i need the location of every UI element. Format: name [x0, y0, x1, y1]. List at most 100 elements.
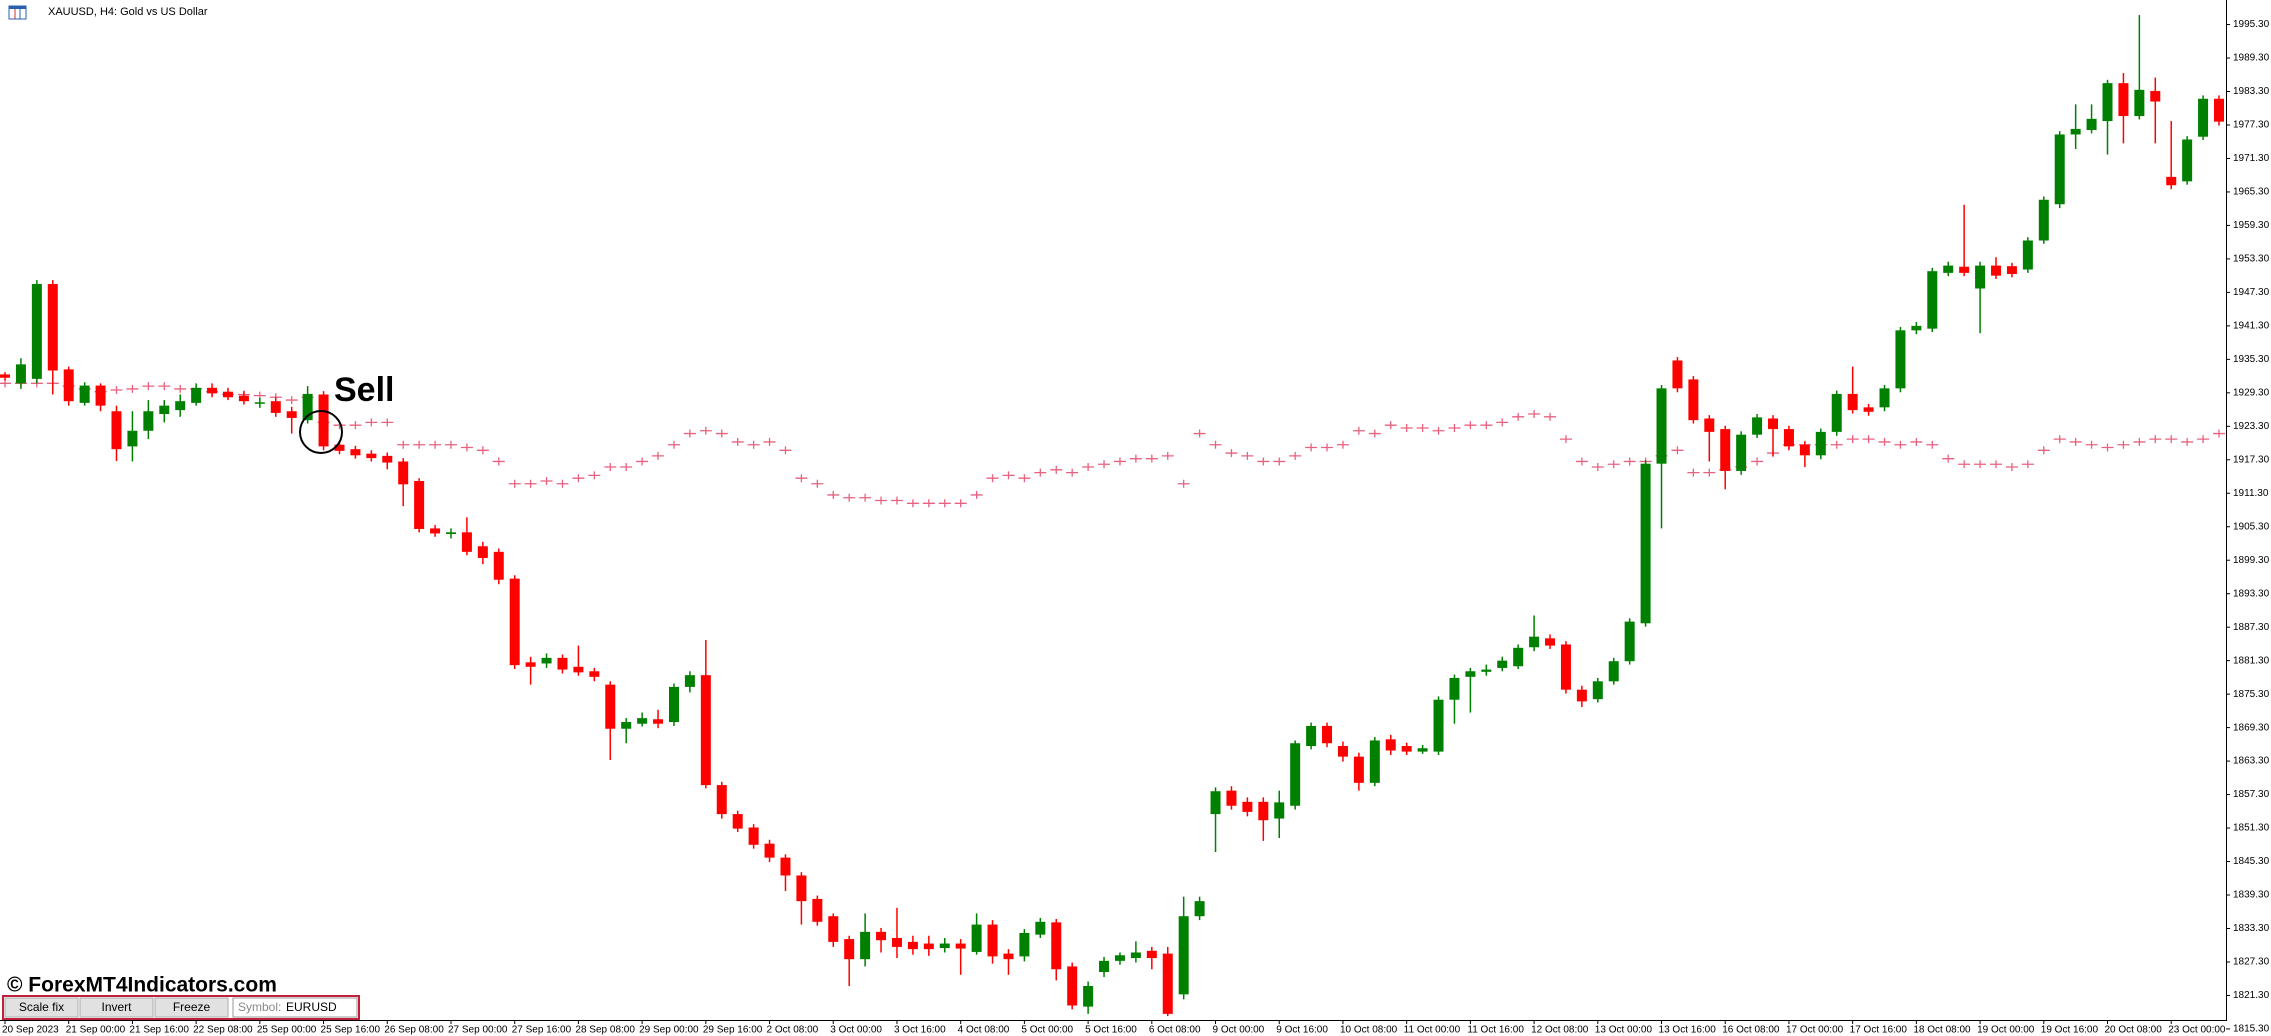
- overlay-marker: [2021, 460, 2034, 469]
- overlay-marker: [827, 490, 840, 499]
- x-tick-label: 25 Sep 00:00: [257, 1025, 317, 1036]
- x-tick-label: 17 Oct 00:00: [1786, 1025, 1844, 1036]
- x-tick-label: 27 Sep 00:00: [448, 1025, 508, 1036]
- candle-body: [111, 411, 122, 450]
- overlay-marker: [444, 440, 457, 449]
- toolbar-button-label[interactable]: Freeze: [173, 1000, 211, 1014]
- candle-body: [302, 393, 313, 421]
- candle-body: [955, 943, 966, 949]
- y-tick-label: 1863.30: [2233, 756, 2270, 767]
- candle-body: [1417, 748, 1428, 752]
- candle-body: [143, 411, 154, 431]
- y-tick-label: 1941.30: [2233, 321, 2270, 332]
- y-tick-label: 1821.30: [2233, 990, 2270, 1001]
- x-tick-label: 28 Sep 08:00: [575, 1025, 635, 1036]
- overlay-marker: [1098, 460, 1111, 469]
- candle-body: [1959, 266, 1970, 273]
- x-tick-label: 23 Oct 00:00: [2168, 1025, 2226, 1036]
- symbol-value[interactable]: EURUSD: [286, 1000, 337, 1014]
- overlay-marker: [1273, 457, 1286, 466]
- candle-body: [796, 875, 807, 902]
- candle-body: [1003, 953, 1014, 960]
- candle-body: [270, 401, 281, 413]
- toolbar-button-label[interactable]: Invert: [101, 1000, 132, 1014]
- candle-body: [573, 666, 584, 673]
- candle-body: [1847, 393, 1858, 411]
- overlay-marker: [429, 440, 442, 449]
- overlay-marker: [1687, 468, 1700, 477]
- overlay-marker: [2085, 440, 2098, 449]
- overlay-marker: [667, 440, 680, 449]
- symbol-input[interactable]: [232, 997, 358, 1018]
- overlay-marker: [1400, 423, 1413, 432]
- candle-body: [445, 532, 456, 534]
- candle-body: [430, 528, 441, 534]
- overlay-marker: [1368, 429, 1381, 438]
- candle-body: [971, 924, 982, 952]
- overlay-marker: [1321, 443, 1334, 452]
- overlay-marker: [381, 418, 394, 427]
- candle-body: [2182, 139, 2193, 182]
- overlay-marker: [1432, 426, 1445, 435]
- candle-body: [1051, 922, 1062, 970]
- overlay-marker: [2005, 463, 2018, 472]
- overlay-marker: [1448, 423, 1461, 432]
- overlay-marker: [1129, 454, 1142, 463]
- y-tick-label: 1827.30: [2233, 957, 2270, 968]
- overlay-marker: [986, 474, 999, 483]
- overlay-marker: [126, 384, 139, 393]
- candle-body: [15, 364, 26, 384]
- overlay-marker: [890, 496, 903, 505]
- candle-body: [207, 387, 218, 394]
- toolbar-button-label[interactable]: Scale fix: [19, 1000, 64, 1014]
- overlay-marker: [747, 440, 760, 449]
- candle-body: [2054, 134, 2065, 205]
- overlay-marker: [2149, 435, 2162, 444]
- x-tick-label: 13 Oct 16:00: [1659, 1025, 1717, 1036]
- overlay-marker: [285, 396, 298, 405]
- overlay-marker: [1177, 479, 1190, 488]
- candle-body: [907, 941, 918, 950]
- y-tick-label: 1869.30: [2233, 722, 2270, 733]
- candle-body: [254, 402, 265, 404]
- candle-body: [1130, 952, 1141, 959]
- candle-body: [1752, 417, 1763, 435]
- candle-body: [1576, 689, 1587, 702]
- overlay-marker: [2101, 443, 2114, 452]
- toolbar-button[interactable]: [79, 997, 154, 1018]
- x-tick-label: 2 Oct 08:00: [767, 1025, 819, 1036]
- y-tick-label: 1857.30: [2233, 789, 2270, 800]
- x-tick-label: 5 Oct 16:00: [1085, 1025, 1137, 1036]
- overlay-marker: [1113, 457, 1126, 466]
- candle-body: [541, 657, 552, 664]
- candle-body: [1720, 429, 1731, 471]
- x-tick-label: 18 Oct 08:00: [1913, 1025, 1971, 1036]
- candle-body: [1640, 463, 1651, 624]
- y-tick-label: 1875.30: [2233, 689, 2270, 700]
- sell-marker: [299, 410, 343, 454]
- candle-body: [461, 532, 472, 552]
- candle-body: [2214, 98, 2224, 122]
- x-tick-label: 27 Sep 16:00: [512, 1025, 572, 1036]
- overlay-marker: [795, 474, 808, 483]
- x-tick-label: 3 Oct 00:00: [830, 1025, 882, 1036]
- candle-body: [1863, 407, 1874, 412]
- candle-body: [509, 578, 520, 666]
- overlay-marker: [1559, 435, 1572, 444]
- candle-body: [1083, 985, 1094, 1007]
- toolbar-button[interactable]: [4, 997, 79, 1018]
- overlay-marker: [1066, 468, 1079, 477]
- toolbar-button[interactable]: [154, 997, 229, 1018]
- y-tick-label: 1833.30: [2233, 923, 2270, 934]
- candle-body: [1656, 388, 1667, 464]
- candle-body: [1672, 360, 1683, 389]
- candle-body: [1067, 966, 1078, 1006]
- candle-body: [366, 453, 377, 459]
- candle-body: [605, 684, 616, 729]
- overlay-marker: [1910, 437, 1923, 446]
- candle-body: [923, 943, 934, 950]
- overlay-marker: [699, 426, 712, 435]
- candle-body: [1975, 265, 1986, 289]
